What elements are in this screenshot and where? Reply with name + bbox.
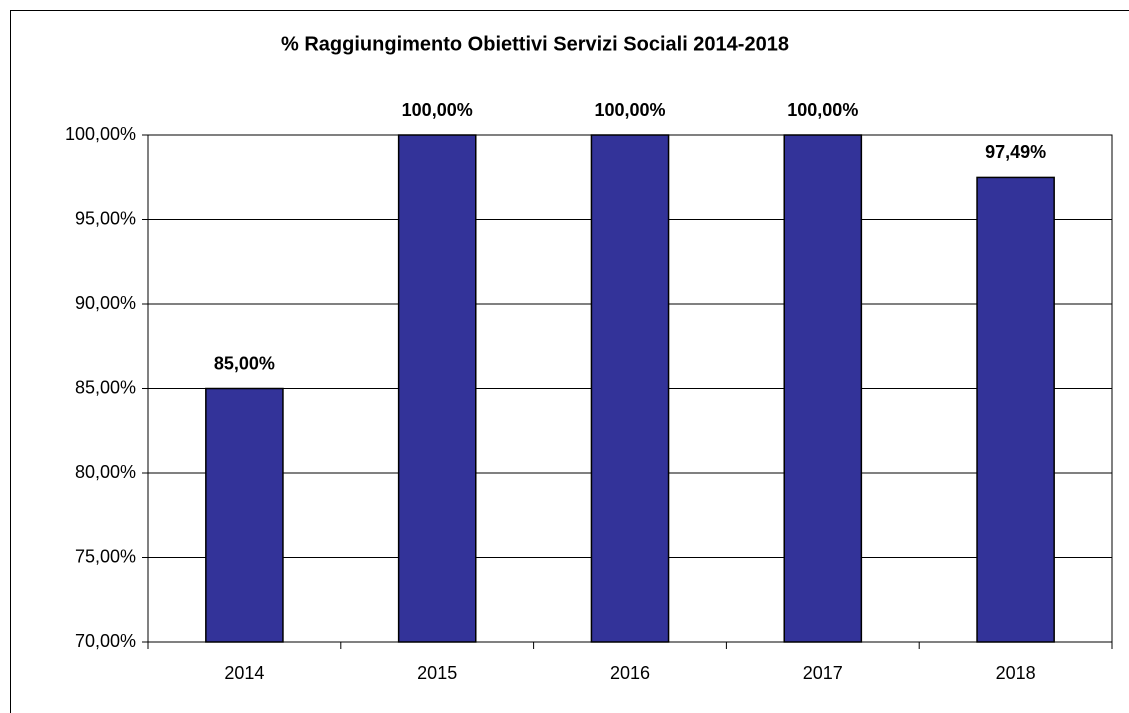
x-tick-label: 2014: [224, 663, 264, 683]
value-label: 100,00%: [402, 100, 473, 120]
x-tick-label: 2015: [417, 663, 457, 683]
y-tick-label: 80,00%: [75, 462, 136, 482]
value-label: 100,00%: [594, 100, 665, 120]
bar: [783, 134, 863, 643]
x-tick-label: 2016: [610, 663, 650, 683]
chart-title: % Raggiungimento Obiettivi Servizi Socia…: [281, 33, 789, 55]
y-tick-label: 85,00%: [75, 377, 136, 397]
bar: [590, 134, 670, 643]
value-label: 97,49%: [985, 142, 1046, 162]
x-tick-label: 2017: [803, 663, 843, 683]
y-tick-label: 70,00%: [75, 631, 136, 651]
y-tick-label: 100,00%: [65, 124, 136, 144]
y-tick-label: 90,00%: [75, 293, 136, 313]
bar: [205, 387, 284, 643]
bar: [976, 176, 1055, 643]
y-tick-label: 75,00%: [75, 546, 136, 566]
x-tick-label: 2018: [996, 663, 1036, 683]
value-label: 100,00%: [787, 100, 858, 120]
y-tick-label: 95,00%: [75, 208, 136, 228]
bar: [397, 134, 477, 643]
value-label: 85,00%: [214, 353, 275, 373]
